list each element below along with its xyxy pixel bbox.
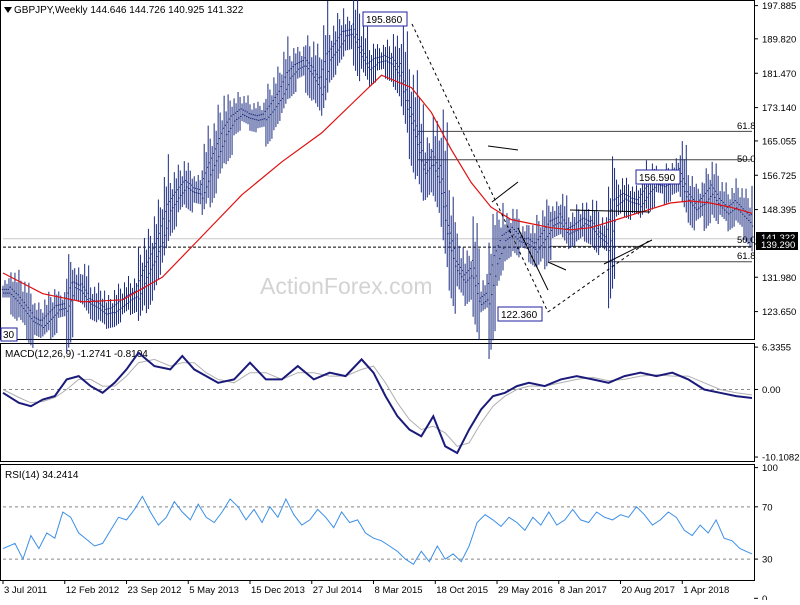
macd-ytick-label: 0.00 (762, 385, 781, 396)
price-box-current-text: 141.322 (761, 233, 795, 244)
fib-label-4: 61.8 (737, 251, 756, 262)
macd-line (2, 351, 753, 455)
label-box-mid (635, 169, 681, 185)
rsi-ytick-label: 30 (762, 555, 773, 566)
xtick-label: 3 Jul 2011 (4, 585, 47, 596)
xtick-label: 8 Jan 2017 (560, 585, 607, 596)
trendlines-layer (411, 23, 653, 313)
channel-line-c (517, 227, 549, 291)
price-ytick-label: 197.885 (762, 1, 796, 12)
rsi-layer (2, 495, 753, 566)
xtick-label: 29 May 2016 (498, 585, 553, 596)
xtick-label: 1 Apr 2018 (683, 585, 729, 596)
macd-ytick-label: -10.1082 (762, 453, 800, 464)
trend-up-dashed (547, 239, 651, 313)
header-triangle-icon (4, 7, 12, 13)
price-header: GBPJPY,Weekly 144.646 144.726 140.925 14… (14, 5, 244, 16)
price-bars-layer (1, 0, 754, 359)
xtick-label: 18 Oct 2015 (436, 585, 488, 596)
label-low: 122.360 (501, 310, 538, 321)
xtick-label: 8 Mar 2015 (375, 585, 423, 596)
xtick-label: 27 Jul 2014 (313, 585, 362, 596)
xtick-label: 15 Dec 2013 (251, 585, 305, 596)
xtick-label: 20 Aug 2017 (622, 585, 675, 596)
price-ytick-label: 173.140 (762, 103, 796, 114)
price-box-support (756, 239, 798, 250)
fib-label-2: 50.0 (737, 154, 756, 165)
price-ytick-label: 189.820 (762, 34, 796, 45)
rsi-line (2, 495, 753, 566)
price-ytick-label: 165.055 (762, 136, 796, 147)
price-box-current (756, 232, 798, 243)
watermark: ActionForex.com (260, 273, 433, 299)
moving-average-line (2, 74, 753, 303)
macd-ytick-label: 6.3355 (762, 343, 791, 354)
macd-header: MACD(12,26,9) -1.2741 -0.8104 (5, 349, 148, 360)
macd-signal-line (2, 358, 753, 447)
triangle-lower-line (603, 239, 653, 265)
label-mid: 156.590 (639, 173, 676, 184)
rsi-header: RSI(14) 34.2414 (5, 470, 79, 481)
triangle-upper-line (569, 209, 651, 213)
price-ytick-label: 131.980 (762, 273, 796, 284)
xtick-label: 5 May 2013 (189, 585, 239, 596)
price-ytick-label: 148.395 (762, 205, 796, 216)
trend-down-dashed (411, 23, 549, 313)
moving-average-layer (2, 74, 753, 303)
channel-line-a (487, 145, 519, 151)
macd-panel-frame (0, 343, 755, 462)
xtick-label: 23 Sep 2012 (128, 585, 182, 596)
rsi-ytick-label: 0 (762, 594, 767, 600)
macd-layer (2, 351, 753, 455)
fib-label-3: 50.0 (737, 235, 756, 246)
price-ytick-label: 181.470 (762, 69, 796, 80)
price-ytick-label: 156.725 (762, 171, 796, 182)
rsi-ytick-label: 70 (762, 502, 773, 513)
label-box-low (497, 306, 543, 322)
price-box-support-text: 139.290 (761, 240, 795, 251)
fib-label-1: 61.8 (737, 121, 756, 132)
label-box-high (362, 11, 408, 27)
fibonacci-layer (3, 130, 752, 263)
label-left: 30 (3, 330, 15, 341)
rsi-panel-frame (0, 464, 755, 581)
label-box-left (0, 327, 18, 342)
price-ytick-label: 123.650 (762, 307, 796, 318)
channel-line-b (491, 181, 519, 203)
rsi-ytick-label: 100 (762, 463, 778, 474)
xtick-label: 12 Feb 2012 (66, 585, 119, 596)
label-high: 195.860 (366, 15, 403, 26)
channel-line-d (547, 261, 567, 271)
